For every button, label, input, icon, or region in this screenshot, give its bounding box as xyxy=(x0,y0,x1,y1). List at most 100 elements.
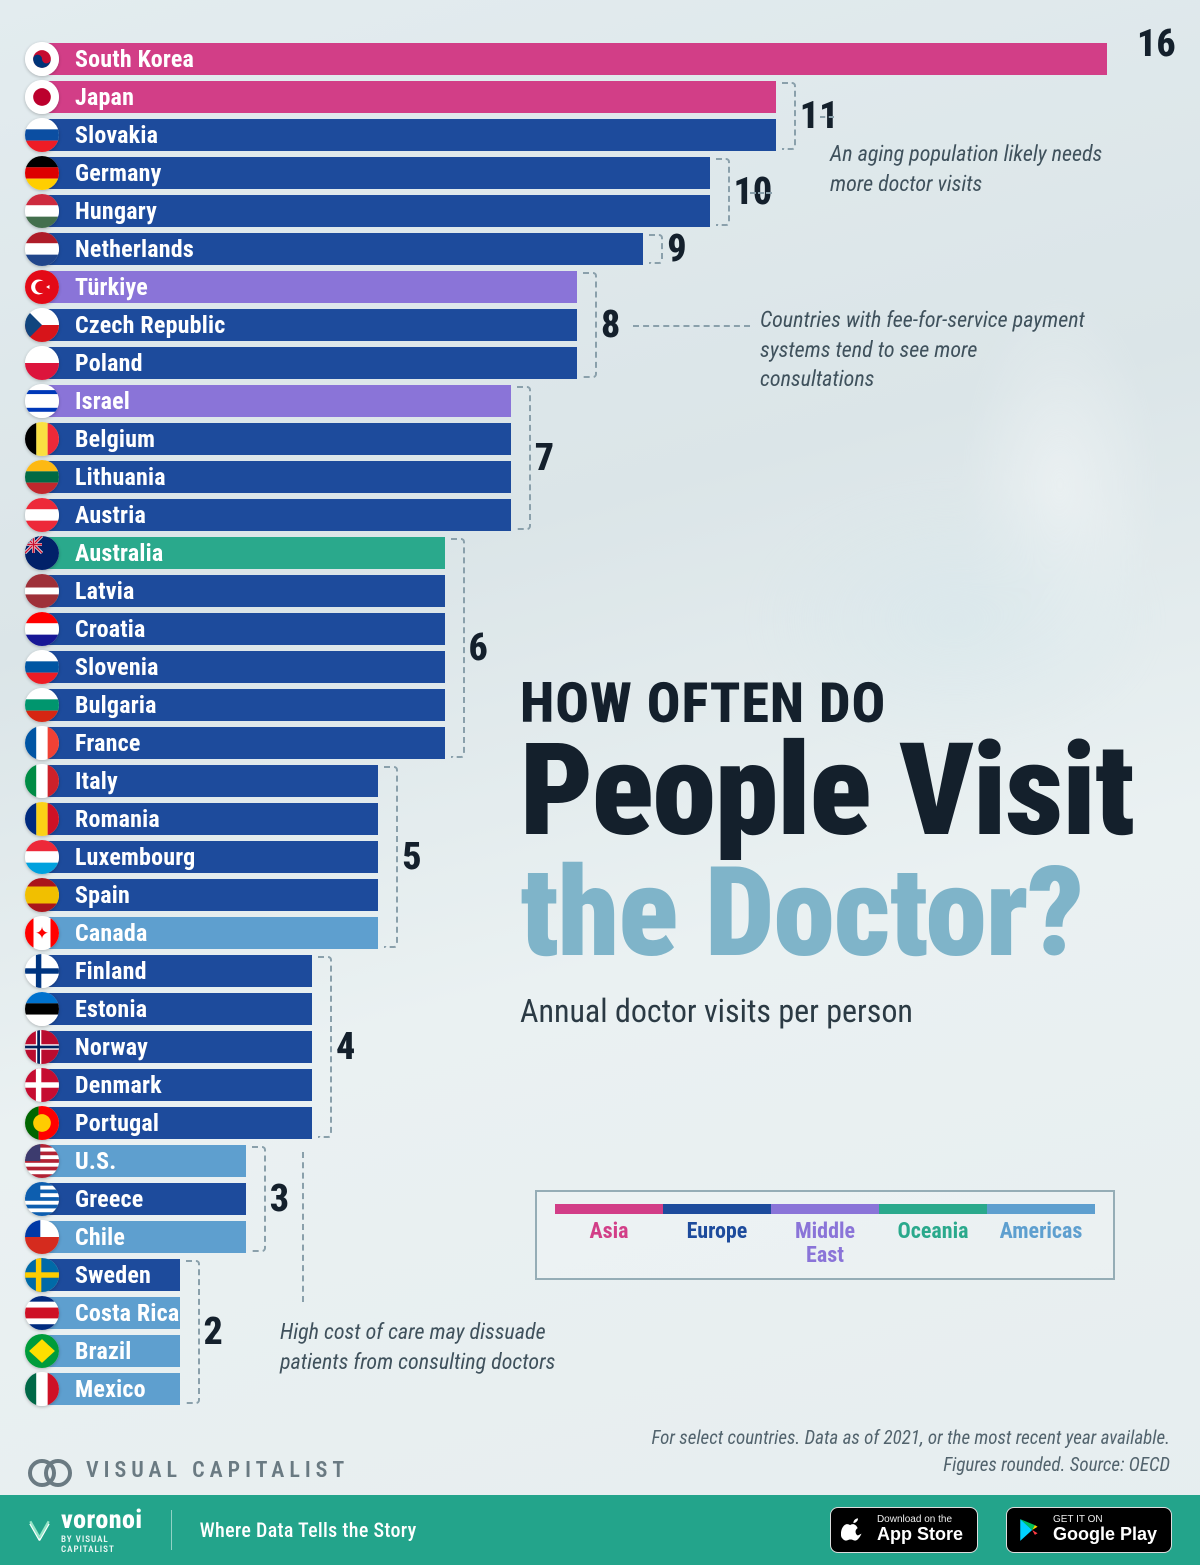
country-bar: Sweden xyxy=(47,1259,180,1291)
country-label: Latvia xyxy=(75,577,134,605)
country-bar: Japan xyxy=(47,81,776,113)
country-label: Poland xyxy=(75,349,143,377)
bar-row: Denmark xyxy=(25,1066,1175,1104)
flag-icon xyxy=(25,194,59,228)
country-bar: Romania xyxy=(47,803,378,835)
footer-bar: voronoi BY VISUAL CAPITALIST Where Data … xyxy=(0,1495,1200,1565)
flag-icon xyxy=(25,1144,59,1178)
flag-icon xyxy=(25,1296,59,1330)
bar-row: South Korea xyxy=(25,40,1175,78)
bar-row: Croatia xyxy=(25,610,1175,648)
flag-icon xyxy=(25,1334,59,1368)
country-label: Israel xyxy=(75,387,130,415)
legend-label: Americas xyxy=(987,1220,1095,1268)
bar-row: Japan xyxy=(25,78,1175,116)
country-bar: Israel xyxy=(47,385,511,417)
legend-swatch xyxy=(987,1204,1095,1214)
legend-label: Asia xyxy=(555,1220,663,1268)
app-store-button[interactable]: Download on the App Store xyxy=(830,1507,978,1553)
bar-row: Norway xyxy=(25,1028,1175,1066)
country-bar: Slovakia xyxy=(47,119,776,151)
country-bar: Czech Republic xyxy=(47,309,577,341)
country-label: Costa Rica xyxy=(75,1299,179,1327)
flag-icon xyxy=(25,80,59,114)
flag-icon xyxy=(25,1372,59,1406)
country-bar: Latvia xyxy=(47,575,445,607)
title-main: People Visit xyxy=(520,731,1160,853)
country-bar: Poland xyxy=(47,347,577,379)
flag-icon xyxy=(25,688,59,722)
flag-icon xyxy=(25,1182,59,1216)
country-bar: Luxembourg xyxy=(47,841,378,873)
flag-icon xyxy=(25,536,59,570)
google-play-button[interactable]: GET IT ON Google Play xyxy=(1006,1507,1172,1553)
country-label: Italy xyxy=(75,767,118,795)
country-bar: U.S. xyxy=(47,1145,246,1177)
country-label: Estonia xyxy=(75,995,147,1023)
country-bar: Spain xyxy=(47,879,378,911)
voronoi-logo: voronoi BY VISUAL CAPITALIST xyxy=(28,1505,143,1555)
country-bar: Slovenia xyxy=(47,651,445,683)
title-sub: the Doctor? xyxy=(520,853,1160,975)
flag-icon xyxy=(25,992,59,1026)
country-label: France xyxy=(75,729,141,757)
flag-icon xyxy=(25,764,59,798)
flag-icon xyxy=(25,232,59,266)
bar-row: Costa Rica xyxy=(25,1294,1175,1332)
bar-row: Portugal xyxy=(25,1104,1175,1142)
voronoi-icon xyxy=(28,1519,51,1542)
country-label: Canada xyxy=(75,919,148,947)
country-label: South Korea xyxy=(75,45,194,73)
country-label: Mexico xyxy=(75,1375,146,1403)
country-bar: Brazil xyxy=(47,1335,180,1367)
bar-row: Netherlands xyxy=(25,230,1175,268)
country-label: Sweden xyxy=(75,1261,151,1289)
country-label: Netherlands xyxy=(75,235,194,263)
flag-icon xyxy=(25,308,59,342)
flag-icon xyxy=(25,612,59,646)
country-bar: Estonia xyxy=(47,993,312,1025)
legend-swatch xyxy=(771,1204,879,1214)
country-bar: Hungary xyxy=(47,195,710,227)
bar-row: Austria xyxy=(25,496,1175,534)
country-label: Türkiye xyxy=(75,273,148,301)
visual-capitalist-logo: VISUAL CAPITALIST xyxy=(28,1455,349,1485)
bar-row: Lithuania xyxy=(25,458,1175,496)
play-big: Google Play xyxy=(1053,1525,1157,1545)
bar-row: Latvia xyxy=(25,572,1175,610)
legend-label: Oceania xyxy=(879,1220,987,1268)
country-label: Lithuania xyxy=(75,463,166,491)
country-label: U.S. xyxy=(75,1147,116,1175)
country-label: Belgium xyxy=(75,425,155,453)
legend-swatch xyxy=(663,1204,771,1214)
flag-icon xyxy=(25,802,59,836)
bar-row: Mexico xyxy=(25,1370,1175,1408)
flag-icon xyxy=(25,422,59,456)
apple-icon xyxy=(841,1517,867,1543)
source-note: For select countries. Data as of 2021, o… xyxy=(650,1425,1170,1478)
country-bar: Finland xyxy=(47,955,312,987)
country-label: Luxembourg xyxy=(75,843,195,871)
flag-icon xyxy=(25,384,59,418)
country-label: Greece xyxy=(75,1185,143,1213)
flag-icon xyxy=(25,1220,59,1254)
country-label: Australia xyxy=(75,539,163,567)
country-bar: Germany xyxy=(47,157,710,189)
country-label: Norway xyxy=(75,1033,148,1061)
flag-icon xyxy=(25,1258,59,1292)
country-label: Brazil xyxy=(75,1337,132,1365)
country-bar: Türkiye xyxy=(47,271,577,303)
country-label: Spain xyxy=(75,881,130,909)
flag-icon xyxy=(25,346,59,380)
appstore-big: App Store xyxy=(877,1525,963,1545)
footer-tagline: Where Data Tells the Story xyxy=(200,1518,417,1542)
country-label: Germany xyxy=(75,159,162,187)
binoculars-icon xyxy=(28,1455,72,1485)
flag-icon xyxy=(25,954,59,988)
country-label: Japan xyxy=(75,83,134,111)
flag-icon xyxy=(25,650,59,684)
annotation-cost: High cost of care may dissuade patients … xyxy=(280,1318,560,1377)
legend-swatch xyxy=(555,1204,663,1214)
country-bar: Chile xyxy=(47,1221,246,1253)
country-bar: Croatia xyxy=(47,613,445,645)
